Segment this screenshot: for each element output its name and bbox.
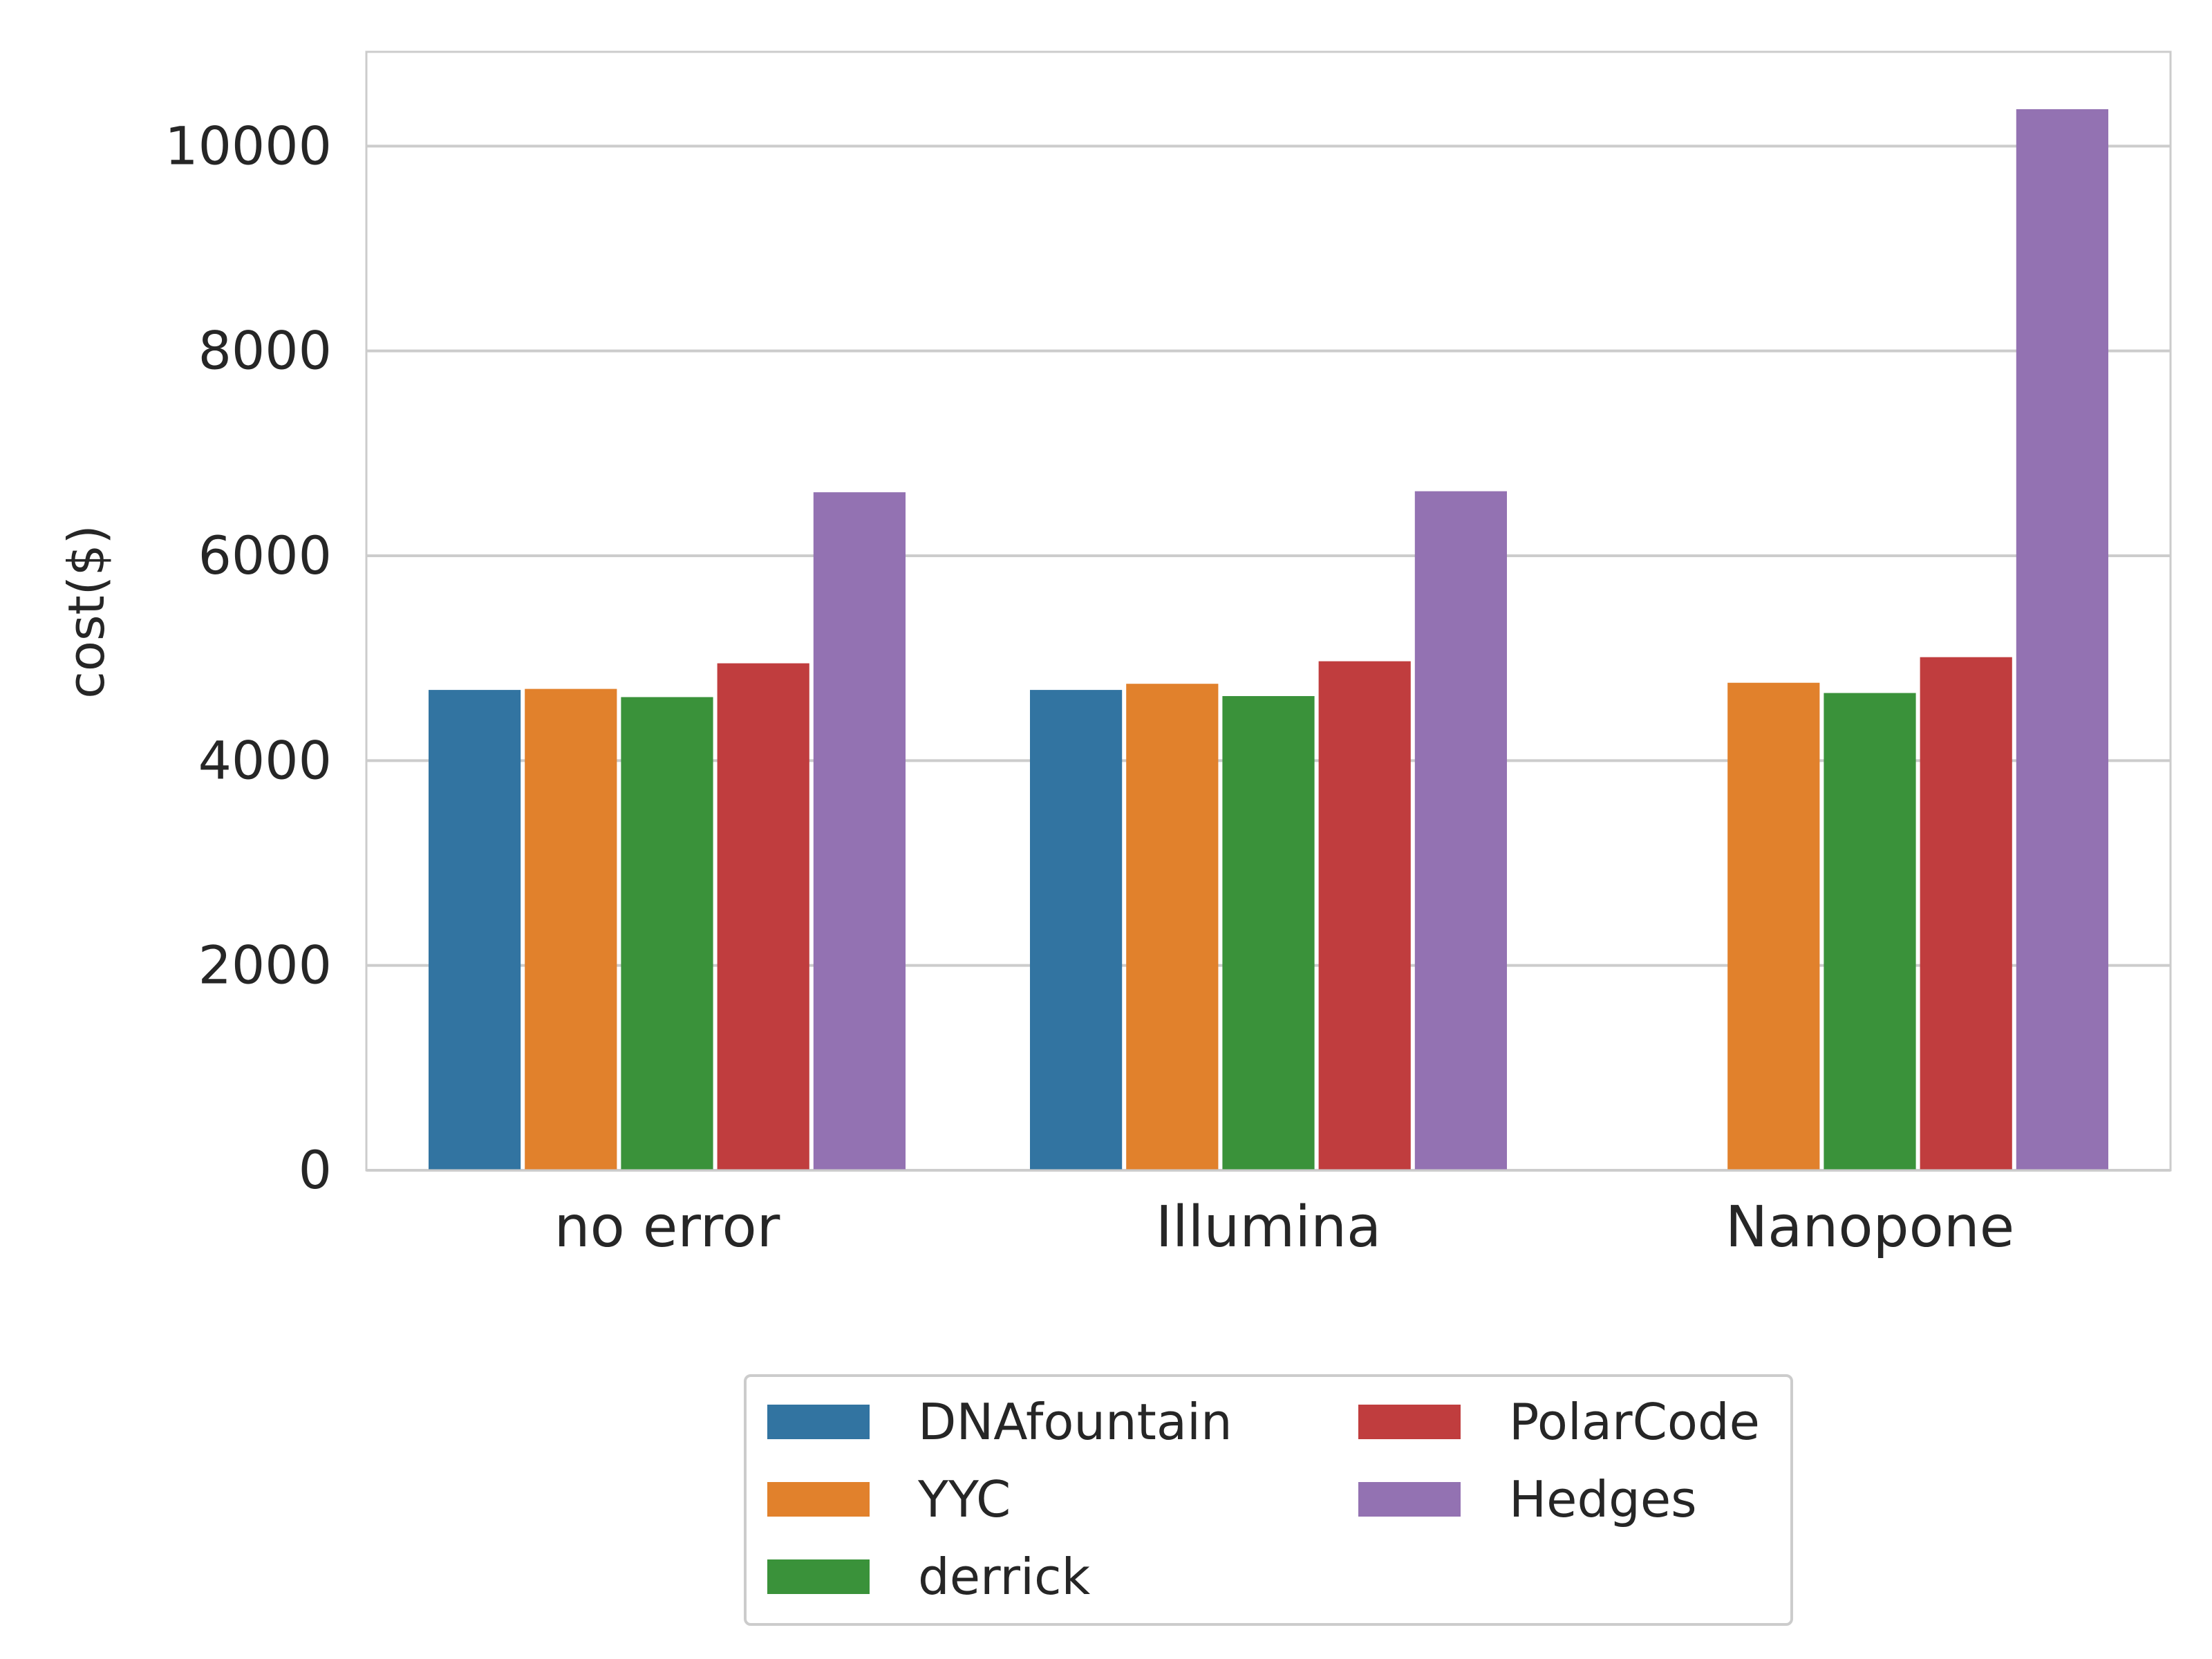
bar-hedges-illumina bbox=[1414, 491, 1507, 1170]
legend-label: derrick bbox=[918, 1548, 1091, 1606]
bar-hedges-nanopone bbox=[2016, 109, 2108, 1170]
legend-label: PolarCode bbox=[1509, 1393, 1760, 1451]
bar-yyc-no-error bbox=[525, 688, 617, 1170]
bar-hedges-no-error bbox=[813, 492, 906, 1170]
bar-derrick-nanopone bbox=[1824, 693, 1916, 1170]
y-axis-label: cost($) bbox=[57, 525, 115, 698]
bar-derrick-illumina bbox=[1222, 695, 1315, 1170]
legend-label: DNAfountain bbox=[918, 1393, 1232, 1451]
legend-label: YYC bbox=[917, 1470, 1011, 1528]
legend-swatch bbox=[767, 1482, 870, 1517]
bar-polarcode-nanopone bbox=[1920, 657, 2012, 1170]
bar-polarcode-illumina bbox=[1318, 661, 1411, 1170]
y-tick-label: 2000 bbox=[198, 935, 332, 996]
bar-yyc-nanopone bbox=[1727, 682, 1820, 1170]
x-tick-labels: no error Illumina Nanopone bbox=[554, 1194, 2015, 1260]
bar-polarcode-no-error bbox=[717, 663, 809, 1170]
y-tick-label: 8000 bbox=[198, 320, 332, 382]
bars bbox=[429, 109, 2108, 1170]
y-tick-label: 4000 bbox=[198, 729, 332, 791]
legend-swatch bbox=[767, 1405, 870, 1439]
legend-frame bbox=[744, 1374, 1793, 1626]
x-tick-label: no error bbox=[554, 1194, 780, 1260]
legend-label: Hedges bbox=[1509, 1470, 1697, 1528]
y-tick-label: 0 bbox=[299, 1139, 332, 1201]
plot-frame bbox=[365, 50, 2172, 1172]
bar-derrick-no-error bbox=[621, 697, 713, 1170]
x-tick-label: Illumina bbox=[1156, 1194, 1382, 1260]
bar-yyc-illumina bbox=[1126, 684, 1219, 1170]
legend-swatch bbox=[1358, 1405, 1461, 1439]
y-tick-label: 10000 bbox=[165, 115, 332, 176]
y-tick-label: 6000 bbox=[198, 525, 332, 586]
bar-dnafountain-no-error bbox=[429, 690, 521, 1170]
y-tick-labels: 0 2000 4000 6000 8000 10000 bbox=[165, 115, 332, 1201]
bar-dnafountain-illumina bbox=[1030, 690, 1123, 1170]
legend-swatch bbox=[767, 1559, 870, 1594]
legend-swatch bbox=[1358, 1482, 1461, 1517]
x-tick-label: Nanopone bbox=[1725, 1194, 2014, 1260]
legend: DNAfountain YYC derrick PolarCode Hedges bbox=[744, 1374, 1793, 1626]
